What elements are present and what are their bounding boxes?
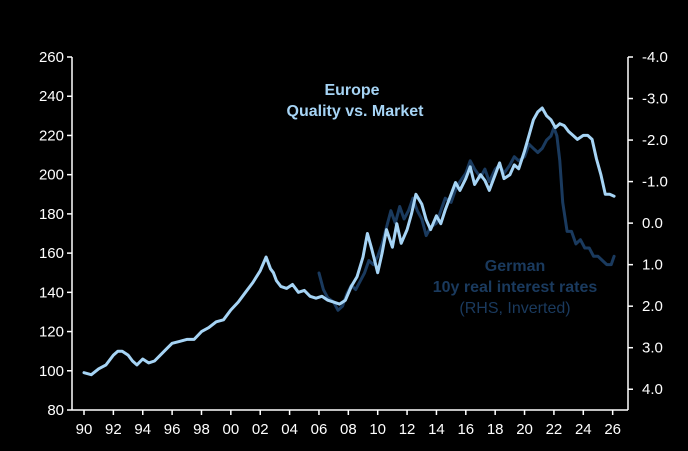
x-axis-tick-label: 92 (105, 421, 122, 438)
x-axis-tick-label: 94 (134, 421, 151, 438)
x-axis-tick-label: 12 (399, 421, 416, 438)
left-axis-tick-label: 120 (39, 324, 64, 341)
left-axis: 80 100 120 140 160 180 200 220 240 260 (39, 49, 73, 419)
right-axis-tick-label: -1.0 (642, 174, 668, 191)
x-axis-tick-label: 16 (457, 421, 474, 438)
left-axis-tick-label: 140 (39, 284, 64, 301)
chart-title-line-1: Europe (324, 82, 379, 99)
right-axis-tick-label: -4.0 (642, 49, 668, 66)
x-axis-tick-label: 02 (252, 421, 269, 438)
x-axis-tick-label: 26 (604, 421, 621, 438)
x-axis-tick-label: 90 (76, 421, 93, 438)
x-axis-tick-label: 06 (311, 421, 328, 438)
x-axis-tick-label: 14 (428, 421, 445, 438)
x-axis-tick-label: 10 (369, 421, 386, 438)
left-axis-tick-label: 80 (47, 402, 64, 419)
x-axis-tick-label: 96 (164, 421, 181, 438)
x-axis-tick-label: 08 (340, 421, 357, 438)
x-axis-tick-label: 18 (487, 421, 504, 438)
rhs-label-line-3: (RHS, Inverted) (459, 300, 570, 317)
rhs-label-line-2: 10y real interest rates (433, 279, 598, 296)
left-axis-tick-label: 220 (39, 127, 64, 144)
right-axis-tick-label: 0.0 (642, 215, 663, 232)
right-axis-tick-label: 2.0 (642, 298, 663, 315)
right-axis-tick-label: 3.0 (642, 340, 663, 357)
x-axis-tick-label: 98 (193, 421, 210, 438)
series-line-quality-vs-market (82, 106, 616, 377)
series-group (82, 106, 616, 377)
right-axis-tick-label: -3.0 (642, 91, 668, 108)
left-axis-tick-label: 100 (39, 363, 64, 380)
right-axis-tick-label: 4.0 (642, 381, 663, 398)
x-axis: 90 92 94 96 98 00 02 04 06 08 10 12 14 16 18 20 22 24 26 (72, 409, 628, 438)
series-line-german-real-rates (317, 126, 616, 312)
right-axis-tick-label: 1.0 (642, 257, 663, 274)
x-axis-tick-label: 20 (516, 421, 533, 438)
left-axis-tick-label: 200 (39, 167, 64, 184)
left-axis-tick-label: 180 (39, 206, 64, 223)
x-axis-tick-label: 24 (575, 421, 592, 438)
x-axis-tick-label: 04 (281, 421, 298, 438)
right-axis: 4.0 3.0 2.0 1.0 0.0 -1.0 -2.0 -3.0 -4.0 (627, 49, 668, 410)
left-axis-tick-label: 260 (39, 49, 64, 66)
x-axis-tick-label: 22 (546, 421, 563, 438)
chart-title-line-2: Quality vs. Market (287, 103, 425, 120)
right-axis-tick-label: -2.0 (642, 132, 668, 149)
left-axis-tick-label: 240 (39, 88, 64, 105)
rhs-label-line-1: German (485, 258, 545, 275)
left-axis-tick-label: 160 (39, 245, 64, 262)
x-axis-tick-label: 00 (223, 421, 240, 438)
